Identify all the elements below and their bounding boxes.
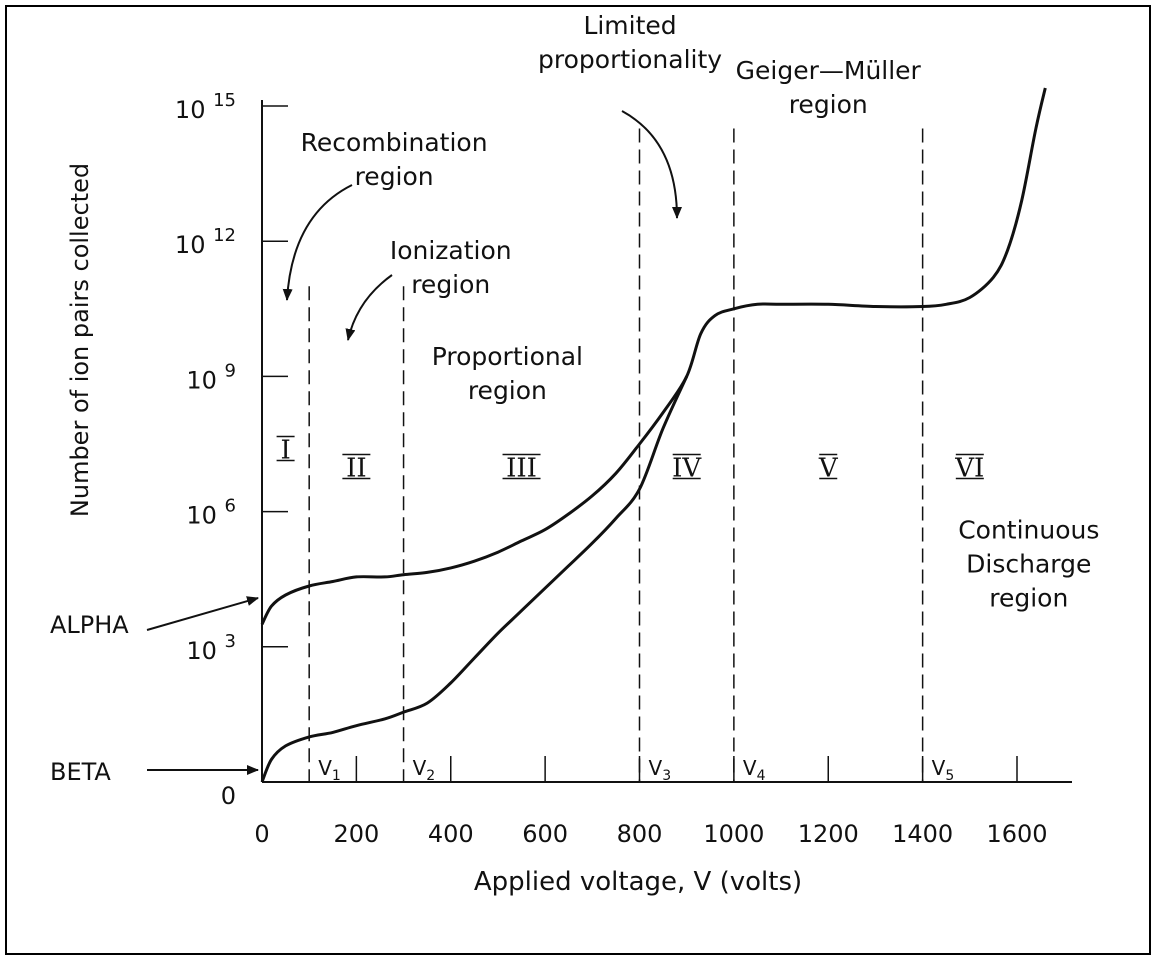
x-tick-label: 1600 [986, 820, 1047, 848]
y-tick-label: 10 3 [186, 631, 236, 665]
x-tick-label: 800 [617, 820, 663, 848]
x-tick-label: 1200 [798, 820, 859, 848]
axes [261, 100, 1072, 783]
y-tick-label: 0 [221, 782, 236, 810]
figure-frame [5, 5, 1151, 955]
y-ticks: 0 10 3 10 6 10 9 10 12 10 15 [175, 90, 288, 810]
arrows-layer [146, 110, 682, 775]
pointer-arrow [621, 110, 682, 219]
region-label: Geiger—Müller region [736, 56, 922, 119]
region-numeral: I [280, 436, 290, 466]
y-tick-label: 10 12 [175, 225, 236, 259]
beta-curve [260, 375, 689, 783]
alpha-pointer-label: ALPHA [50, 611, 129, 639]
x-ticks: 0 200 400 600 800 1000 1200 1400 1600 [254, 756, 1048, 848]
x-tick-label: 1400 [892, 820, 953, 848]
beta-pointer-label: BETA [50, 758, 111, 786]
boundary-label: V5 [932, 756, 955, 784]
y-tick-label: 10 15 [175, 90, 236, 124]
y-tick-label: 10 9 [186, 360, 236, 394]
region-label: Limited proportionality [538, 11, 722, 74]
boundary-label: V4 [743, 756, 766, 784]
region-label: Recombination region [301, 128, 488, 191]
pointer-arrow [282, 184, 353, 301]
x-tick-label: 400 [428, 820, 474, 848]
region-label: Ionization region [390, 236, 512, 299]
alpha-curve [260, 87, 1047, 626]
boundary-label: V1 [318, 756, 341, 784]
series-layer [260, 87, 1047, 783]
region-numeral: II [346, 454, 367, 484]
region-numeral: V [818, 454, 839, 484]
boundary-lines: V1 V2 V3 V4 V5 [308, 128, 955, 784]
x-axis-title: Applied voltage, V (volts) [474, 867, 802, 897]
y-axis-title: Number of ion pairs collected [66, 163, 94, 517]
boundary-label: V3 [649, 756, 672, 784]
boundary-label: V2 [413, 756, 436, 784]
region-label: Proportional region [432, 342, 583, 405]
x-tick-label: 600 [522, 820, 568, 848]
pointer-arrow [146, 596, 259, 631]
x-tick-label: 200 [333, 820, 379, 848]
x-tick-label: 0 [254, 820, 269, 848]
x-tick-label: 1000 [703, 820, 764, 848]
pointer-arrow [345, 274, 393, 341]
region-label: Continuous Discharge region [958, 516, 1099, 613]
y-tick-label: 10 6 [186, 496, 236, 530]
